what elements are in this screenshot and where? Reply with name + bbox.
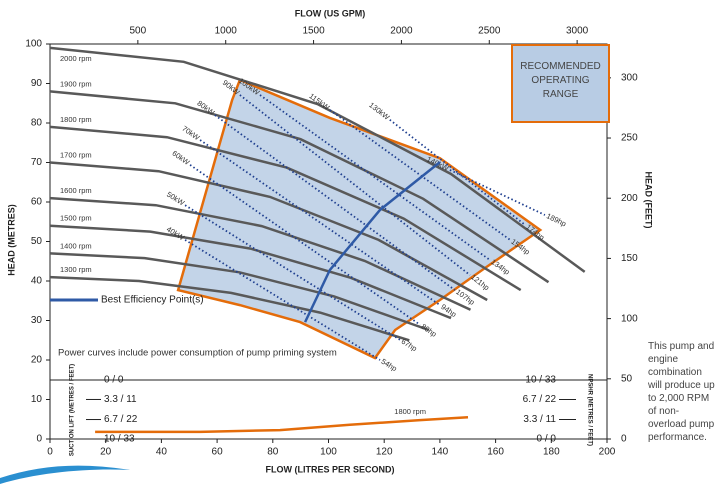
rpm-label: 1500 rpm — [60, 214, 92, 223]
y2-tick-label: 300 — [621, 72, 638, 83]
rpm-curve — [49, 224, 452, 320]
y-tick-label: 60 — [31, 197, 43, 208]
power-hp-label: 189hp — [545, 211, 568, 228]
y2-tick-label: 150 — [621, 253, 638, 264]
x2-tick-label: 500 — [130, 26, 147, 37]
x2-tick-label: 2500 — [478, 26, 501, 37]
y2-tick-label: 250 — [621, 133, 638, 144]
legend-label: Best Efficiency Point(s) — [101, 295, 204, 306]
suction-tick-label: 3.3 / 11 — [104, 394, 137, 405]
rpm-curve — [49, 196, 472, 311]
power-hp-label: 121hp — [469, 272, 491, 292]
rpm-curve — [49, 161, 488, 302]
power-kw-label: 60kW — [170, 149, 192, 168]
npshr-tick-label: 3.3 / 11 — [523, 414, 556, 425]
power-hp-label: 54hp — [380, 357, 399, 373]
x2-tick-label: 1500 — [302, 26, 325, 37]
npshr-curve — [95, 415, 469, 434]
power-line — [239, 94, 471, 276]
x2-axis-title: FLOW (US GPM) — [295, 8, 366, 18]
x-tick-label: 200 — [599, 447, 616, 458]
rpm-label: 1700 rpm — [60, 150, 92, 159]
power-kw-label: 130kW — [367, 100, 392, 122]
rpm-curve — [49, 275, 410, 342]
power-line — [214, 114, 456, 291]
note: Power curves include power consumption o… — [58, 348, 337, 359]
suction-tick-label: 6.7 / 22 — [104, 414, 138, 425]
decoration-swoosh — [0, 465, 130, 484]
y-tick-label: 70 — [31, 157, 43, 168]
rpm-label: 1900 rpm — [60, 79, 92, 88]
rpm-curve — [49, 46, 586, 273]
operating-range-label: RECOMMENDED OPERATING RANGE — [520, 61, 601, 100]
npshr-tick-label: 10 / 33 — [525, 375, 556, 386]
operating-range — [176, 78, 543, 360]
y-axis-title: HEAD (METRES) — [6, 204, 16, 276]
y-tick-label: 10 — [31, 394, 43, 405]
npshr-axis-title: NPSHR (METRES / FEET) — [586, 374, 592, 446]
rpm-label: 1800 rpm — [60, 115, 92, 124]
y-tick-label: 30 — [31, 315, 43, 326]
y-tick-label: 90 — [31, 78, 43, 89]
operating-range-legend-box — [511, 44, 610, 123]
suction-tick-label: 10 / 33 — [104, 434, 135, 445]
power-line — [449, 169, 546, 216]
x-tick-label: 100 — [320, 447, 337, 458]
x-tick-label: 80 — [267, 447, 279, 458]
power-line — [199, 139, 441, 306]
y2-tick-label: 0 — [621, 434, 627, 445]
x2-tick-label: 3000 — [566, 26, 589, 37]
x-axis-title: FLOW (LITRES PER SECOND) — [266, 464, 395, 474]
side-note: This pump and engine combination will pr… — [648, 341, 715, 443]
rpm-label: 2000 rpm — [60, 54, 92, 63]
rpm-label: 1300 rpm — [60, 265, 92, 274]
y-tick-label: 0 — [36, 434, 42, 445]
x2-tick-label: 2000 — [390, 26, 413, 37]
suction-axis-title: SUCTION LIFT (METRES / FEET) — [70, 364, 76, 456]
x-tick-label: 40 — [156, 447, 168, 458]
rpm-label: 1600 rpm — [60, 186, 92, 195]
y2-tick-label: 200 — [621, 193, 638, 204]
power-kw-label: 50kW — [165, 190, 187, 208]
x-tick-label: 120 — [376, 447, 393, 458]
power-line — [329, 109, 511, 241]
x2-tick-label: 1000 — [215, 26, 238, 37]
power-hp-label: 67hp — [400, 337, 419, 353]
npshr-label: 1800 rpm — [394, 407, 426, 416]
npshr-tick-label: 6.7 / 22 — [523, 394, 557, 405]
y-tick-label: 80 — [31, 118, 43, 129]
y2-axis-title: HEAD (FEET) — [644, 172, 654, 229]
x-tick-label: 60 — [212, 447, 224, 458]
y-tick-label: 40 — [31, 276, 43, 287]
power-kw-label: 70kW — [180, 124, 202, 143]
y2-tick-label: 100 — [621, 313, 638, 324]
rpm-label: 1400 rpm — [60, 241, 92, 250]
x-tick-label: 0 — [47, 447, 53, 458]
suction-tick-label: 0 / 0 — [104, 375, 124, 386]
power-line — [389, 119, 526, 226]
rpm-curve — [49, 90, 550, 284]
npshr-tick-label: 0 / 0 — [537, 434, 557, 445]
x-tick-label: 20 — [100, 447, 112, 458]
y-tick-label: 50 — [31, 236, 43, 247]
x-tick-label: 160 — [487, 447, 504, 458]
efficiency-line — [303, 161, 441, 323]
y-tick-label: 100 — [25, 39, 42, 50]
x-tick-label: 180 — [543, 447, 560, 458]
x-tick-label: 140 — [432, 447, 449, 458]
y-tick-label: 20 — [31, 355, 43, 366]
rpm-curve — [49, 252, 430, 332]
power-line — [189, 164, 421, 326]
power-kw-label: 40kW — [165, 225, 187, 243]
y2-tick-label: 50 — [621, 373, 633, 384]
power-hp-label: 80hp — [419, 322, 438, 339]
